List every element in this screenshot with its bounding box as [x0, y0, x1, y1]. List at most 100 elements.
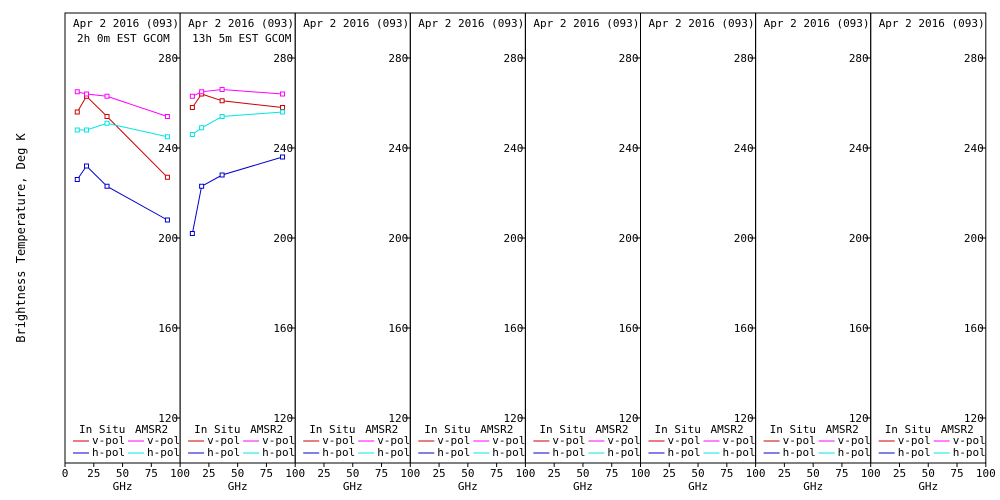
data-point: [280, 91, 286, 97]
x-tick-label: 100: [976, 467, 996, 480]
x-tick-label: 25: [778, 467, 791, 480]
legend-label-insitu-v: v-pol: [207, 434, 240, 447]
data-point: [104, 183, 110, 189]
legend-label-insitu-h: h-pol: [437, 446, 470, 459]
series-line-amsr2-v-pol: [192, 88, 283, 97]
x-tick-label: 75: [375, 467, 388, 480]
legend-title-amsr2: AMSR2: [250, 423, 283, 436]
legend-title-insitu: In Situ: [539, 423, 585, 436]
x-tick-label: 50: [576, 467, 589, 480]
panel-title: Apr 2 2016 (093): [879, 17, 985, 30]
data-point: [189, 231, 195, 236]
y-tick-label: 200: [849, 232, 869, 245]
legend-title-amsr2: AMSR2: [480, 423, 513, 436]
y-tick-label: 240: [504, 142, 524, 155]
y-tick-label: 160: [158, 322, 178, 335]
legend-label-insitu-h: h-pol: [783, 446, 816, 459]
x-tick-label: 25: [663, 467, 676, 480]
data-point: [199, 125, 205, 131]
x-tick-label: 50: [116, 467, 129, 480]
legend-title-insitu: In Situ: [655, 423, 701, 436]
legend-title-amsr2: AMSR2: [826, 423, 859, 436]
x-tick-label: 25: [432, 467, 445, 480]
x-axis-label: GHz: [343, 480, 363, 493]
legend-title-amsr2: AMSR2: [365, 423, 398, 436]
series-line-insitu-v-pol: [76, 95, 168, 178]
y-tick-label: 240: [158, 142, 178, 155]
y-tick-label: 280: [504, 52, 524, 65]
x-tick-label: 75: [260, 467, 273, 480]
data-point: [199, 89, 205, 95]
x-tick-label: 100: [631, 467, 651, 480]
legend-title-insitu: In Situ: [194, 423, 240, 436]
y-tick-label: 280: [964, 52, 984, 65]
x-axis-label: GHz: [573, 480, 593, 493]
y-tick-label: 200: [388, 232, 408, 245]
series-line-amsr2-h-pol: [77, 122, 168, 138]
y-tick-label: 120: [619, 412, 639, 425]
y-tick-label: 200: [619, 232, 639, 245]
x-tick-label: 100: [515, 467, 535, 480]
panel-2: Apr 2 2016 (093) 13h 5m EST GCOM 120 160 200…: [179, 12, 305, 493]
panel-title: Apr 2 2016 (093): [73, 17, 179, 30]
legend-label-amsr2-h: h-pol: [492, 446, 525, 459]
y-tick-label: 120: [273, 412, 293, 425]
legend-label-insitu-h: h-pol: [898, 446, 931, 459]
data-point: [280, 105, 286, 110]
x-tick-label: 75: [720, 467, 733, 480]
legend-label-amsr2-v: v-pol: [147, 434, 180, 447]
x-tick-label: 50: [346, 467, 359, 480]
panel-3: Apr 2 2016 (093) 120 160 200 240 280 25 50 75 100…: [294, 12, 420, 493]
data-point: [164, 174, 170, 180]
legend-label-insitu-v: v-pol: [898, 434, 931, 447]
legend-label-insitu-h: h-pol: [207, 446, 240, 459]
legend-label-amsr2-v: v-pol: [953, 434, 986, 447]
legend-label-insitu-h: h-pol: [92, 446, 125, 459]
legend-label-amsr2-h: h-pol: [953, 446, 986, 459]
x-tick-label: 25: [893, 467, 906, 480]
panel-5: Apr 2 2016 (093) 120 160 200 240 280 25 50 75 100…: [524, 12, 651, 493]
legend-label-amsr2-h: h-pol: [607, 446, 640, 459]
x-tick-label: 50: [922, 467, 935, 480]
x-axis-label: GHz: [113, 480, 133, 493]
y-tick-label: 160: [964, 322, 984, 335]
y-tick-label: 120: [388, 412, 408, 425]
data-point: [74, 127, 80, 133]
legend-title-insitu: In Situ: [770, 423, 816, 436]
data-point: [189, 105, 195, 110]
y-tick-label: 160: [388, 322, 408, 335]
x-axis-label: GHz: [228, 480, 248, 493]
y-tick-label: 120: [734, 412, 754, 425]
y-tick-label: 200: [504, 232, 524, 245]
legend-label-insitu-h: h-pol: [552, 446, 585, 459]
series-line-insitu-h-pol: [76, 165, 168, 221]
x-tick-label: 50: [461, 467, 474, 480]
y-tick-label: 280: [619, 52, 639, 65]
data-point: [280, 109, 286, 115]
y-tick-label: 240: [964, 142, 984, 155]
data-point: [104, 93, 110, 99]
x-tick-label: 25: [548, 467, 561, 480]
data-point: [74, 89, 80, 95]
data-point: [189, 132, 195, 137]
legend-label-insitu-v: v-pol: [322, 434, 355, 447]
panel-title: Apr 2 2016 (093): [649, 17, 755, 30]
legend-label-amsr2-v: v-pol: [838, 434, 871, 447]
data-point: [104, 114, 110, 119]
x-tick-label: 75: [490, 467, 503, 480]
data-point: [199, 183, 205, 189]
x-axis-label: GHz: [803, 480, 823, 493]
x-tick-label: 75: [950, 467, 963, 480]
y-tick-label: 160: [619, 322, 639, 335]
x-tick-label: 100: [746, 467, 766, 480]
legend-title-amsr2: AMSR2: [595, 423, 628, 436]
x-tick-label: 100: [170, 467, 190, 480]
data-point: [219, 98, 225, 104]
data-point: [84, 127, 90, 133]
data-point: [164, 134, 170, 140]
y-tick-label: 200: [964, 232, 984, 245]
